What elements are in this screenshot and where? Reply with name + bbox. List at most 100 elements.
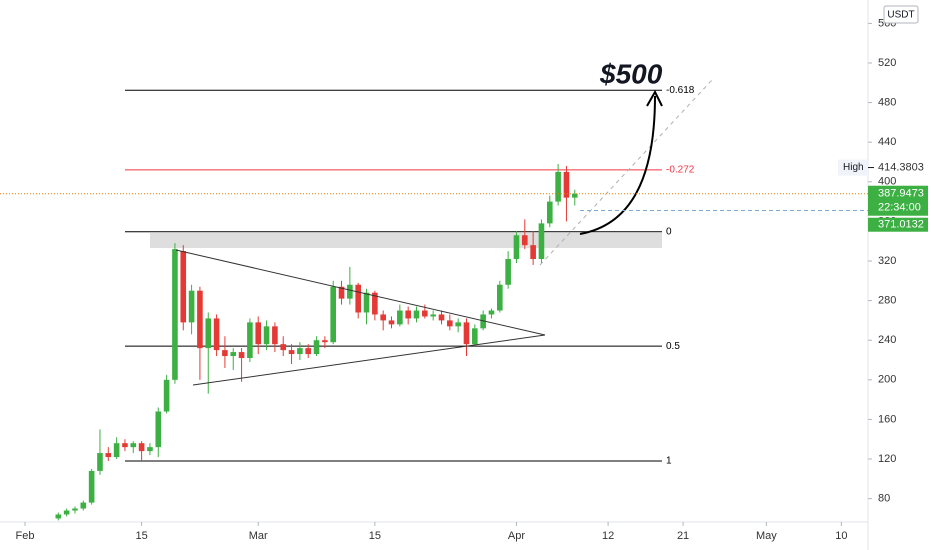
y-tick-label: 160	[878, 413, 896, 425]
fib-label: -0.618	[666, 85, 695, 96]
candle-body	[105, 453, 112, 458]
candle-body	[521, 235, 528, 246]
candle-body	[472, 328, 478, 345]
x-tick-label: 15	[135, 530, 147, 542]
candle-body	[322, 340, 328, 343]
candle-body	[222, 350, 228, 357]
candle-body	[122, 443, 128, 448]
candle-body	[255, 322, 262, 345]
x-tick-label: 12	[602, 530, 614, 542]
candle-body	[147, 447, 153, 452]
other-price-label: 371.0132	[878, 219, 924, 231]
candle-body	[205, 318, 212, 349]
candle-body	[247, 322, 253, 359]
candle-body	[163, 379, 170, 412]
candle-body	[138, 443, 145, 452]
y-tick-label: 320	[878, 255, 896, 267]
candle-body	[380, 314, 386, 321]
x-tick-label: 15	[369, 530, 381, 542]
candle-body	[297, 348, 303, 355]
candle-body	[155, 411, 162, 448]
high-label: High	[843, 162, 864, 173]
countdown: 22:34:00	[878, 202, 921, 214]
candle-body	[272, 326, 278, 345]
last-price-label: 387.9473	[878, 188, 924, 200]
candle-body	[172, 249, 178, 380]
candle-body	[546, 201, 553, 224]
candle-body	[313, 340, 320, 355]
candle-body	[230, 352, 237, 357]
candle-body	[55, 514, 62, 519]
candle-body	[338, 286, 345, 299]
resistance-zone	[150, 233, 662, 248]
candle-body	[305, 348, 312, 355]
candle-body	[538, 223, 545, 260]
y-tick-label: 400	[878, 176, 896, 188]
currency: USDT	[887, 10, 914, 21]
candle-body	[497, 284, 503, 311]
arrow	[579, 95, 656, 235]
candle-body	[238, 352, 245, 359]
y-tick-label: 80	[878, 493, 890, 505]
candle-body	[488, 310, 495, 315]
candle-body	[430, 314, 436, 317]
candle-body	[455, 322, 461, 327]
x-tick-label: May	[756, 530, 777, 542]
x-tick-label: Feb	[16, 530, 35, 542]
candle-body	[180, 251, 187, 323]
y-tick-label: 200	[878, 374, 896, 386]
candle-body	[97, 453, 103, 471]
candle-body	[563, 171, 570, 198]
y-tick-label: 440	[878, 136, 896, 148]
high-box	[838, 159, 868, 176]
candle-body	[397, 310, 403, 325]
candle-body	[63, 510, 70, 515]
triangle	[175, 249, 546, 386]
arrow-head	[646, 89, 663, 107]
candle-body	[530, 245, 536, 260]
triangle-lower	[192, 334, 546, 386]
fib-label: 1	[666, 456, 672, 467]
target-annotation: $500	[599, 58, 663, 89]
y-tick-label: 240	[878, 334, 896, 346]
candle-body	[513, 235, 520, 260]
y-tick-label: 120	[878, 453, 896, 465]
x-tick-label: 10	[835, 530, 847, 542]
candle-body	[188, 290, 195, 323]
candle-body	[80, 502, 87, 509]
candle-body	[413, 310, 420, 319]
last-price-box	[868, 185, 928, 216]
candle-body	[263, 326, 270, 345]
currency-box	[883, 5, 919, 24]
candle-body	[355, 284, 361, 313]
candle-body	[347, 284, 353, 299]
candle-body	[571, 193, 578, 198]
candle-body	[405, 310, 411, 319]
candle-body	[197, 290, 203, 349]
candle-body	[72, 508, 78, 511]
fib-label: -0.272	[666, 165, 695, 176]
fib-label: 0.5	[666, 341, 680, 352]
x-tick-label: Apr	[508, 530, 525, 542]
candle-body	[422, 310, 428, 317]
axes: 80120160200240280320360400440480520560Fe…	[16, 17, 897, 542]
y-tick-label: 480	[878, 96, 896, 108]
candle-body	[388, 320, 395, 325]
candle-body	[505, 259, 511, 285]
x-tick-label: Mar	[249, 530, 268, 542]
candle-body	[280, 344, 287, 351]
candle-body	[130, 443, 137, 448]
candle-body	[463, 322, 470, 345]
triangle-upper	[175, 249, 546, 336]
high-value: 414.3803	[878, 161, 924, 173]
candle-body	[213, 318, 220, 351]
candle-body	[330, 286, 337, 343]
candle-body	[363, 292, 370, 313]
candle-body	[113, 443, 120, 458]
fib-label: 0	[666, 226, 672, 237]
candle-body	[288, 350, 295, 355]
candles	[55, 163, 578, 521]
